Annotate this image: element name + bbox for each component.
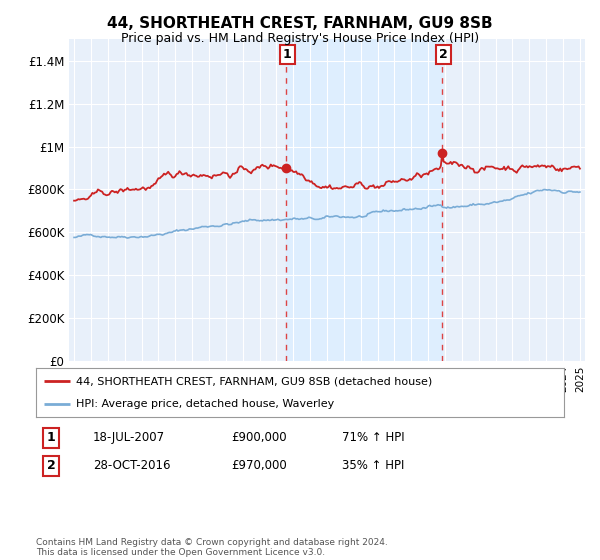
Text: 1: 1 (283, 48, 292, 61)
Text: 1: 1 (47, 431, 55, 445)
Text: 2: 2 (439, 48, 448, 61)
Text: 35% ↑ HPI: 35% ↑ HPI (342, 459, 404, 473)
Text: 71% ↑ HPI: 71% ↑ HPI (342, 431, 404, 445)
Bar (286, 39, 442, 361)
Text: 18-JUL-2007: 18-JUL-2007 (93, 431, 165, 445)
Text: £970,000: £970,000 (231, 459, 287, 473)
Text: £900,000: £900,000 (231, 431, 287, 445)
Text: Contains HM Land Registry data © Crown copyright and database right 2024.
This d: Contains HM Land Registry data © Crown c… (36, 538, 388, 557)
Text: 44, SHORTHEATH CREST, FARNHAM, GU9 8SB (detached house): 44, SHORTHEATH CREST, FARNHAM, GU9 8SB (… (76, 377, 432, 387)
Text: Price paid vs. HM Land Registry's House Price Index (HPI): Price paid vs. HM Land Registry's House … (121, 32, 479, 45)
Text: 2: 2 (47, 459, 55, 473)
Text: HPI: Average price, detached house, Waverley: HPI: Average price, detached house, Wave… (76, 399, 334, 409)
Text: 44, SHORTHEATH CREST, FARNHAM, GU9 8SB: 44, SHORTHEATH CREST, FARNHAM, GU9 8SB (107, 16, 493, 31)
Text: 28-OCT-2016: 28-OCT-2016 (93, 459, 170, 473)
